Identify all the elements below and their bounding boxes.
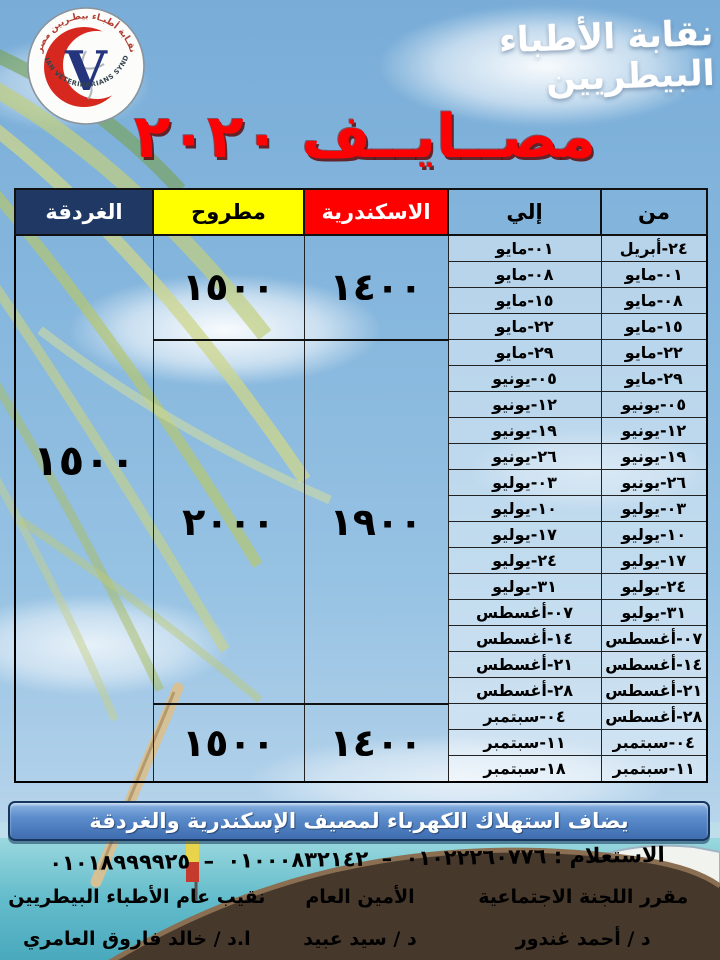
table-header-row: من إلي الاسكندرية مطروح الغردقة (14, 188, 708, 236)
date-from: ٢٦-يونيو (600, 469, 708, 496)
header-hurghada: الغردقة (14, 188, 154, 236)
date-from: ٠٧-أغسطس (600, 625, 708, 652)
table-row: ٢٤-أبريل ٠١-مايو ١٤٠٠ ١٥٠٠ ١٥٠٠ (14, 234, 708, 783)
date-from: ١٠-يوليو (600, 521, 708, 548)
date-from: ٣١-يوليو (600, 599, 708, 626)
date-from: ٠٤-سبتمبر (600, 729, 708, 756)
table-row: ٠٥-يونيو ١٢-يونيو (15, 391, 708, 418)
signature-name: ا.د / خالد فاروق العامري (23, 928, 251, 950)
signature-title: نقيب عام الأطباء البيطريين (8, 886, 266, 908)
separator: – (203, 848, 215, 874)
table-row: ٢٩-مايو ٠٥-يونيو (15, 365, 708, 392)
date-to: ١٨-سبتمبر (447, 755, 602, 783)
date-to: ١٤-أغسطس (447, 625, 602, 652)
table-row: ١٩-يونيو ٢٦-يونيو (15, 443, 708, 470)
header-to: إلي (447, 188, 602, 236)
price-matrouh: ١٥٠٠ (152, 234, 305, 340)
table-row: ٢٤-يوليو ٣١-يوليو (15, 573, 708, 600)
date-to: ٢١-أغسطس (447, 651, 602, 678)
price-alexandria: ١٤٠٠ (303, 234, 449, 340)
table-row: ٣١-يوليو ٠٧-أغسطس (15, 599, 708, 626)
date-to: ١١-سبتمبر (447, 729, 602, 756)
table-row: ١٢-يونيو ١٩-يونيو (15, 417, 708, 444)
table-row: ٠٨-مايو ١٥-مايو (15, 287, 708, 314)
date-to: ٠٧-أغسطس (447, 599, 602, 626)
resorts-price-table: من إلي الاسكندرية مطروح الغردقة ٢٤-أبريل… (14, 188, 708, 783)
date-to: ١٧-يوليو (447, 521, 602, 548)
table-row: ١٥-مايو ٢٢-مايو (15, 313, 708, 340)
date-to: ١٢-يونيو (447, 391, 602, 418)
signature-name: د / سيد عبيد (303, 928, 417, 950)
date-from: ٠٨-مايو (600, 287, 708, 314)
date-to: ٣١-يوليو (447, 573, 602, 600)
date-from: ١٢-يونيو (600, 417, 708, 444)
date-from: ٠٥-يونيو (600, 391, 708, 418)
phone-number: ٠١٠١٨٩٩٩٩٢٥ (49, 849, 191, 876)
signatures-section: مقرر اللجنة الاجتماعية د / أحمد غندور ال… (0, 886, 720, 950)
date-from: ١١-سبتمبر (600, 755, 708, 783)
signature-syndicate-head: نقيب عام الأطباء البيطريين ا.د / خالد فا… (0, 886, 274, 950)
table-row: ٠٧-أغسطس ١٤-أغسطس (15, 625, 708, 652)
cloud (380, 6, 710, 126)
date-from: ١٧-يوليو (600, 547, 708, 574)
phone-number: ٠١٠٠٠٨٣٢١٤٢ (227, 846, 369, 873)
electricity-note-banner: يضاف استهلاك الكهرباء لمصيف الإسكندرية و… (8, 801, 710, 841)
date-to: ٠٨-مايو (447, 261, 602, 288)
signature-title: مقرر اللجنة الاجتماعية (478, 886, 689, 908)
table-row: ٢٦-يونيو ٠٣-يوليو (15, 469, 708, 496)
date-from: ٠٣-يوليو (600, 495, 708, 522)
date-to: ٠٣-يوليو (447, 469, 602, 496)
date-to: ٢٢-مايو (447, 313, 602, 340)
date-to: ١٩-يونيو (447, 417, 602, 444)
inquiry-label: الاستعلام : (553, 842, 665, 869)
date-from: ٢٢-مايو (600, 339, 708, 366)
header-alexandria: الاسكندرية (303, 188, 449, 236)
date-from: ٢٩-مايو (600, 365, 708, 392)
signature-social-committee: مقرر اللجنة الاجتماعية د / أحمد غندور (446, 886, 720, 950)
date-to: ٢٩-مايو (447, 339, 602, 366)
table-row: ٠٣-يوليو ١٠-يوليو (15, 495, 708, 522)
price-matrouh: ١٥٠٠ (152, 702, 305, 783)
signature-title: الأمين العام (305, 886, 415, 908)
date-to: ٠٤-سبتمبر (447, 703, 602, 730)
table-row: ٠٤-سبتمبر ١١-سبتمبر (15, 729, 708, 756)
signature-secretary-general: الأمين العام د / سيد عبيد (274, 886, 447, 950)
table-row: ١١-سبتمبر ١٨-سبتمبر (15, 755, 708, 783)
date-from: ١٤-أغسطس (600, 651, 708, 678)
price-alexandria: ١٤٠٠ (303, 702, 449, 783)
header-matrouh: مطروح (152, 188, 305, 236)
date-from: ١٩-يونيو (600, 443, 708, 470)
signature-name: د / أحمد غندور (515, 928, 651, 950)
page-title: مصــايــف ٢٠٢٠ (133, 102, 597, 172)
separator: – (381, 846, 393, 871)
date-to: ٢٤-يوليو (447, 547, 602, 574)
date-to: ٠١-مايو (447, 234, 602, 262)
table-row: ١٧-يوليو ٢٤-يوليو (15, 547, 708, 574)
date-from: ٢٤-أبريل (600, 234, 708, 262)
date-from: ١٥-مايو (600, 313, 708, 340)
date-from: ٠١-مايو (600, 261, 708, 288)
date-to: ٠٥-يونيو (447, 365, 602, 392)
date-from: ٢٤-يوليو (600, 573, 708, 600)
table-row: ٠١-مايو ٠٨-مايو (15, 261, 708, 288)
price-alexandria: ١٩٠٠ (303, 338, 449, 704)
date-to: ١٥-مايو (447, 287, 602, 314)
price-matrouh: ٢٠٠٠ (152, 338, 305, 704)
date-from: ٢١-أغسطس (600, 677, 708, 704)
price-hurghada: ١٥٠٠ (14, 234, 154, 783)
date-to: ٢٨-أغسطس (447, 677, 602, 704)
date-to: ١٠-يوليو (447, 495, 602, 522)
date-to: ٢٦-يونيو (447, 443, 602, 470)
table-row: ٢١-أغسطس ٢٨-أغسطس (15, 677, 708, 704)
date-from: ٢٨-أغسطس (600, 703, 708, 730)
header-from: من (600, 188, 708, 236)
phone-number: ٠١٠٢٢٢٦٠٧٧٦ (405, 844, 547, 871)
